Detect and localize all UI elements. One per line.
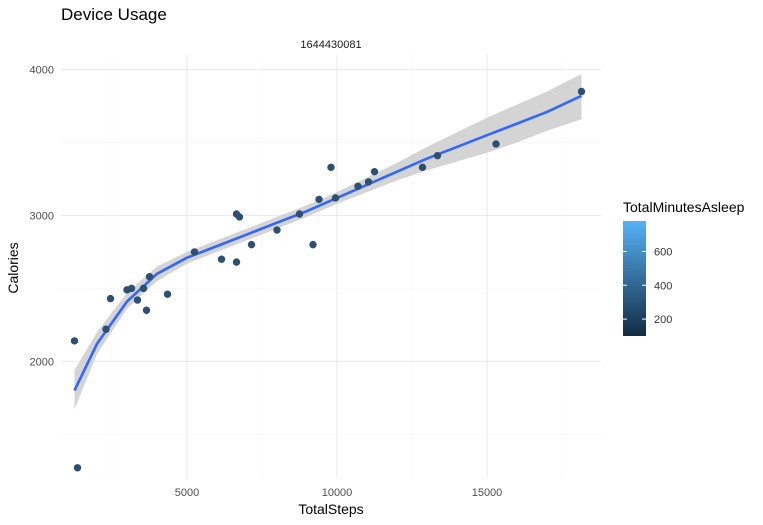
- x-axis-title: TotalSteps: [298, 501, 363, 517]
- legend-title: TotalMinutesAsleep: [623, 199, 745, 215]
- y-tick-label: 2000: [30, 356, 54, 368]
- y-tick-label: 4000: [30, 65, 54, 77]
- legend-tick-label: 200: [654, 314, 672, 326]
- confidence-band: [74, 74, 582, 410]
- data-point: [145, 273, 154, 281]
- data-point: [418, 163, 427, 172]
- data-point: [370, 167, 379, 176]
- color-legend: TotalMinutesAsleep 200 400 600: [623, 199, 745, 336]
- data-point: [73, 464, 82, 472]
- facet-strip-label: 1644430081: [300, 39, 361, 51]
- data-point: [433, 151, 442, 160]
- legend-tick-label: 600: [654, 246, 672, 258]
- data-point: [364, 178, 373, 186]
- data-point: [133, 296, 142, 304]
- data-point: [492, 140, 500, 148]
- x-tick-label: 5000: [175, 487, 199, 499]
- data-point: [309, 240, 317, 249]
- data-point: [106, 294, 115, 303]
- data-point: [331, 194, 340, 202]
- data-point: [163, 290, 172, 298]
- data-point: [327, 163, 335, 172]
- data-point: [70, 337, 79, 345]
- data-point: [235, 213, 244, 221]
- x-tick-label: 10000: [322, 487, 353, 499]
- data-point: [295, 210, 304, 218]
- data-point: [190, 248, 199, 256]
- data-points: [70, 87, 586, 472]
- data-point: [247, 240, 256, 249]
- chart-title: Device Usage: [61, 5, 167, 24]
- legend-ticks: 200 400 600: [623, 246, 672, 326]
- data-point: [577, 87, 586, 96]
- confidence-band-area: [74, 74, 582, 410]
- data-point: [139, 284, 148, 293]
- data-point: [232, 258, 241, 266]
- data-point: [273, 226, 281, 234]
- data-point: [142, 306, 151, 314]
- data-point: [315, 195, 323, 204]
- data-point: [354, 182, 362, 190]
- legend-colorbar: [623, 221, 646, 336]
- data-point: [102, 325, 110, 333]
- y-tick-label: 3000: [30, 210, 54, 222]
- data-point: [217, 255, 226, 263]
- x-tick-label: 15000: [472, 487, 503, 499]
- legend-tick-label: 400: [654, 280, 672, 292]
- y-tick-labels: 2000 3000 4000: [30, 65, 54, 369]
- y-axis-title: Calories: [5, 242, 21, 293]
- x-tick-labels: 5000 10000 15000: [175, 487, 503, 499]
- data-point: [127, 284, 136, 293]
